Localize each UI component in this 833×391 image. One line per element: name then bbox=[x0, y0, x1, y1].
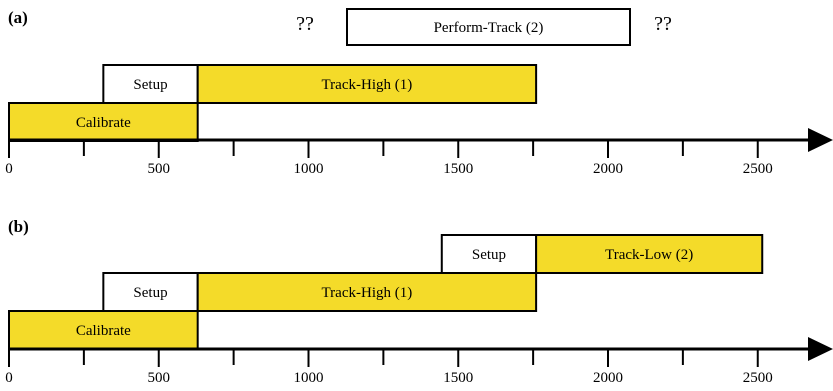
perform-track-label: Perform-Track (2) bbox=[434, 20, 544, 36]
tick-label: 2500 bbox=[743, 161, 773, 177]
tick-label: 1000 bbox=[294, 161, 324, 177]
tick-label: 2000 bbox=[593, 370, 623, 386]
track-high-1-label: Track-High (1) bbox=[322, 77, 413, 93]
panel-a-label: (a) bbox=[8, 8, 28, 27]
track-low-2-label: Track-Low (2) bbox=[605, 247, 693, 263]
unknown-end-marker: ?? bbox=[654, 13, 672, 35]
tick-label: 2000 bbox=[593, 161, 623, 177]
calibrate-bar bbox=[8, 102, 199, 142]
panel-b-label: (b) bbox=[8, 217, 29, 236]
calibrate-label: Calibrate bbox=[76, 115, 131, 131]
tick-label: 1500 bbox=[443, 161, 473, 177]
track-low-2-bar bbox=[535, 234, 764, 274]
track-high-1-bar bbox=[196, 64, 538, 104]
unknown-start-marker: ?? bbox=[296, 13, 314, 35]
tick-label: 1500 bbox=[443, 370, 473, 386]
tick-label: 500 bbox=[148, 370, 171, 386]
tick-label: 1000 bbox=[294, 370, 324, 386]
axis-arrow-icon bbox=[808, 128, 833, 152]
panel-a: (a) ?? Perform-Track (2) ?? Calibrate Set… bbox=[5, 8, 833, 177]
tick-label: 0 bbox=[5, 370, 13, 386]
setup-label: Setup bbox=[133, 285, 167, 301]
tick-label: 0 bbox=[5, 161, 13, 177]
track-high-1-bar bbox=[196, 272, 538, 312]
perform-track-box bbox=[346, 8, 631, 46]
panel-b: (b) Calibrate Setup Track-High (1) Setup Tra… bbox=[5, 217, 833, 386]
track-high-1-label: Track-High (1) bbox=[322, 285, 413, 301]
calibrate-label: Calibrate bbox=[76, 323, 131, 339]
tick-label: 2500 bbox=[743, 370, 773, 386]
axis-arrow-icon bbox=[808, 337, 833, 361]
setup-bar bbox=[102, 64, 199, 104]
setup-label: Setup bbox=[133, 77, 167, 93]
setup-label: Setup bbox=[472, 247, 506, 263]
tick-label: 500 bbox=[148, 161, 171, 177]
setup-bar bbox=[102, 272, 199, 312]
